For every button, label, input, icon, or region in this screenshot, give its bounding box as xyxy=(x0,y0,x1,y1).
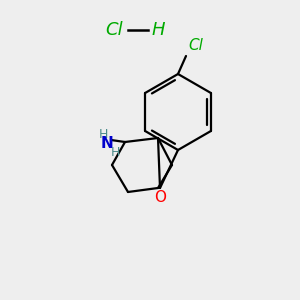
Text: O: O xyxy=(154,190,166,206)
Text: Cl: Cl xyxy=(105,21,123,39)
Text: H: H xyxy=(152,21,166,39)
Text: H: H xyxy=(98,128,108,140)
Text: H: H xyxy=(110,146,120,158)
Text: N: N xyxy=(100,136,113,152)
Text: Cl: Cl xyxy=(188,38,203,53)
